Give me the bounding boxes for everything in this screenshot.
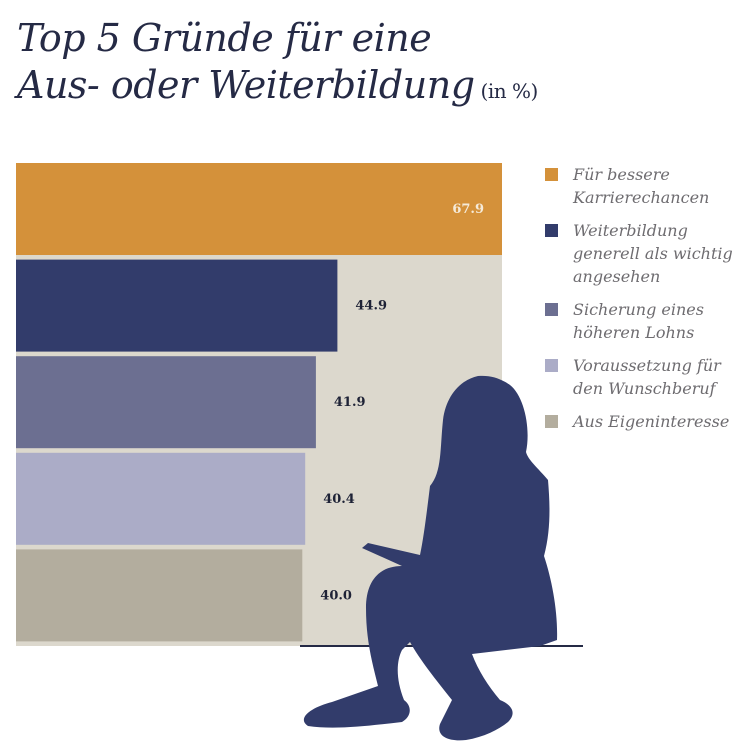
bar: [16, 452, 306, 545]
legend-swatch: [545, 415, 558, 428]
bar: [16, 549, 303, 642]
legend-label-line: höheren Lohns: [573, 323, 695, 342]
legend-label-line: Voraussetzung für: [573, 356, 721, 375]
value-label: 67.9: [452, 202, 484, 217]
bar: [16, 356, 316, 449]
value-label: 41.9: [334, 395, 366, 410]
legend-swatch: [545, 359, 558, 372]
legend-label-line: den Wunschberuf: [573, 379, 716, 398]
bar: [16, 163, 502, 255]
bar: [16, 259, 338, 352]
legend-label-line: Für bessere: [573, 165, 670, 184]
value-label: 40.4: [323, 492, 355, 507]
legend-swatch: [545, 224, 558, 237]
sitting-woman-silhouette: [303, 375, 558, 741]
legend-label-line: angesehen: [573, 267, 661, 286]
legend-item: Sicherung eines höheren Lohns: [545, 298, 745, 344]
value-labels-group: 67.9 44.9 41.9 40.4 40.0: [320, 202, 484, 603]
chart-title-line-2: Aus- oder Weiterbildung (in %): [17, 63, 538, 107]
legend-label-line: Weiterbildung: [573, 221, 688, 240]
legend-item: Weiterbildung generell als wichtig anges…: [545, 219, 745, 288]
bars-group: [16, 163, 502, 642]
legend-label-line: Aus Eigeninteresse: [573, 412, 730, 431]
value-label: 44.9: [355, 299, 387, 314]
legend-item: Für bessere Karrierechancen: [545, 163, 745, 209]
legend-label-line: generell als wichtig: [573, 244, 733, 263]
chart-unit-label: (in %): [480, 79, 539, 103]
chart-title-line-1: Top 5 Gründe für eine: [17, 16, 432, 60]
legend-label-line: Sicherung eines: [573, 300, 704, 319]
legend-item: Voraussetzung für den Wunschberuf: [545, 354, 745, 400]
legend-label-line: Karrierechancen: [573, 188, 710, 207]
value-label: 40.0: [320, 588, 352, 603]
legend-swatch: [545, 303, 558, 316]
legend-item: Aus Eigeninteresse: [545, 410, 745, 433]
legend-swatch: [545, 168, 558, 181]
legend: Für bessere Karrierechancen Weiterbildun…: [545, 163, 745, 443]
